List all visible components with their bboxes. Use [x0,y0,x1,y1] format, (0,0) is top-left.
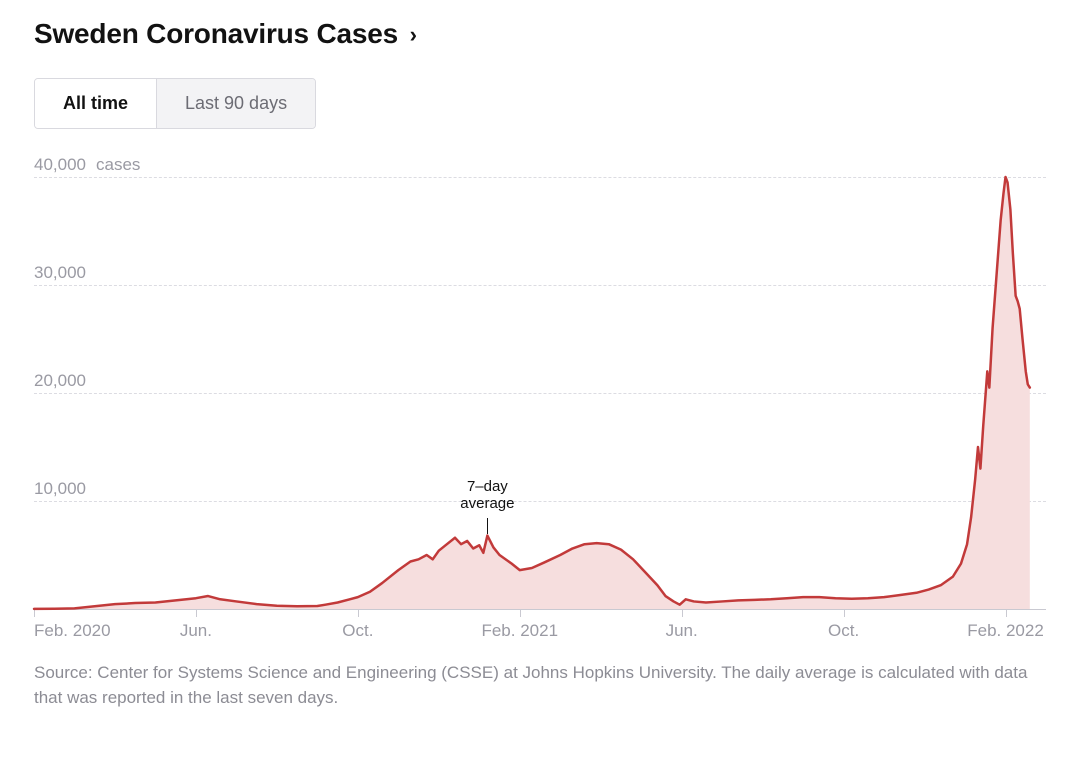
series-line [34,177,1030,609]
time-range-tabs: All time Last 90 days [34,78,316,129]
source-note: Source: Center for Systems Science and E… [34,661,1046,710]
tab-last-90-days[interactable]: Last 90 days [156,79,315,128]
tab-all-time[interactable]: All time [35,79,156,128]
chart-title-link[interactable]: Sweden Coronavirus Cases › [34,18,1046,50]
chart-title-text: Sweden Coronavirus Cases [34,18,398,49]
cases-chart: 40,000 cases30,00020,00010,000Feb. 2020J… [34,155,1046,647]
series-area [34,177,1030,609]
chevron-right-icon: › [410,22,417,47]
chart-svg [34,155,1046,647]
series-annotation: 7–day average [460,478,514,513]
annotation-leader [487,518,488,534]
